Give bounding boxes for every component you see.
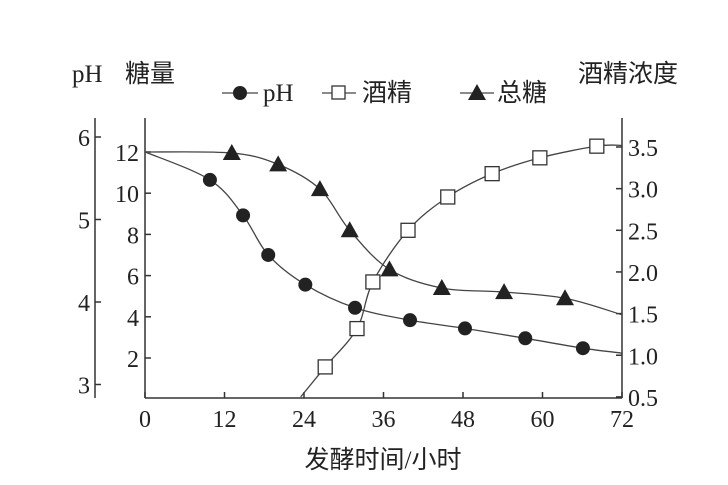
ph-point (348, 300, 363, 315)
legend: pH 酒精 总糖 (222, 79, 547, 107)
alcohol-point (349, 320, 365, 337)
ph-point (575, 341, 590, 356)
alcohol-tick-label: 3.0 (628, 178, 658, 204)
sugar-axis-title: 糖量 (125, 60, 175, 88)
alcohol-point (440, 189, 456, 205)
alcohol-tick-label: 1.5 (628, 303, 658, 329)
x-tick-label: 72 (610, 407, 634, 433)
series-line-sugar (144, 151, 623, 316)
alcohol-point (589, 138, 605, 154)
alcohol-tick-label: 2.0 (628, 261, 658, 287)
sugar-tick-label: 8 (127, 223, 139, 249)
ph-point (403, 313, 417, 328)
ph-point (457, 321, 472, 336)
sugar-tick-label: 12 (115, 141, 139, 167)
legend-ph-label: pH (263, 80, 294, 107)
ph-tick-label: 3 (78, 374, 90, 400)
alcohol-point (400, 222, 416, 238)
x-tick-label: 24 (292, 407, 316, 433)
ph-point (261, 247, 276, 262)
alcohol-axis-title: 酒精浓度 (578, 60, 678, 88)
x-tick-label: 60 (531, 407, 555, 433)
ph-tick-label: 4 (78, 291, 90, 317)
alcohol-point (484, 166, 500, 182)
legend-sugar-marker-icon (468, 84, 486, 100)
legend-alcohol-marker-icon (331, 85, 346, 100)
legend-ph-marker-icon (233, 86, 247, 100)
x-tick-label: 12 (213, 407, 237, 433)
ph-axis-title: pH (72, 61, 103, 88)
ph-tick-label: 6 (78, 126, 90, 152)
ph-point (518, 331, 533, 346)
ph-point (298, 277, 313, 292)
series-line-alcohol (300, 144, 623, 398)
sugar-tick-label: 2 (127, 347, 139, 373)
x-tick-label: 36 (372, 407, 396, 433)
ph-point (202, 172, 217, 187)
ph-point (236, 208, 251, 223)
sugar-tick-label: 10 (115, 182, 139, 208)
sugar-point (432, 278, 451, 295)
x-tick-label: 0 (139, 407, 151, 433)
alcohol-point (317, 359, 333, 375)
sugar-tick-label: 6 (127, 265, 139, 291)
sugar-point (222, 144, 241, 161)
legend-sugar-label: 总糖 (497, 79, 547, 107)
alcohol-point (532, 150, 548, 166)
sugar-tick-label: 4 (127, 306, 139, 332)
sugar-point (310, 180, 329, 197)
x-tick-label: 48 (451, 407, 475, 433)
alcohol-point (365, 274, 381, 290)
alcohol-tick-label: 3.5 (628, 136, 658, 162)
x-axis-label: 发酵时间/小时 (305, 446, 462, 474)
sugar-point (269, 155, 288, 172)
alcohol-tick-label: 1.0 (628, 344, 658, 370)
sugar-point (556, 289, 575, 306)
sugar-point (340, 221, 359, 238)
alcohol-tick-label: 2.5 (628, 219, 658, 245)
sugar-point (380, 260, 399, 277)
alcohol-tick-label: 0.5 (628, 386, 658, 412)
ph-tick-label: 5 (78, 209, 90, 235)
legend-alcohol-label: 酒精 (362, 79, 412, 107)
sugar-point (495, 283, 514, 300)
